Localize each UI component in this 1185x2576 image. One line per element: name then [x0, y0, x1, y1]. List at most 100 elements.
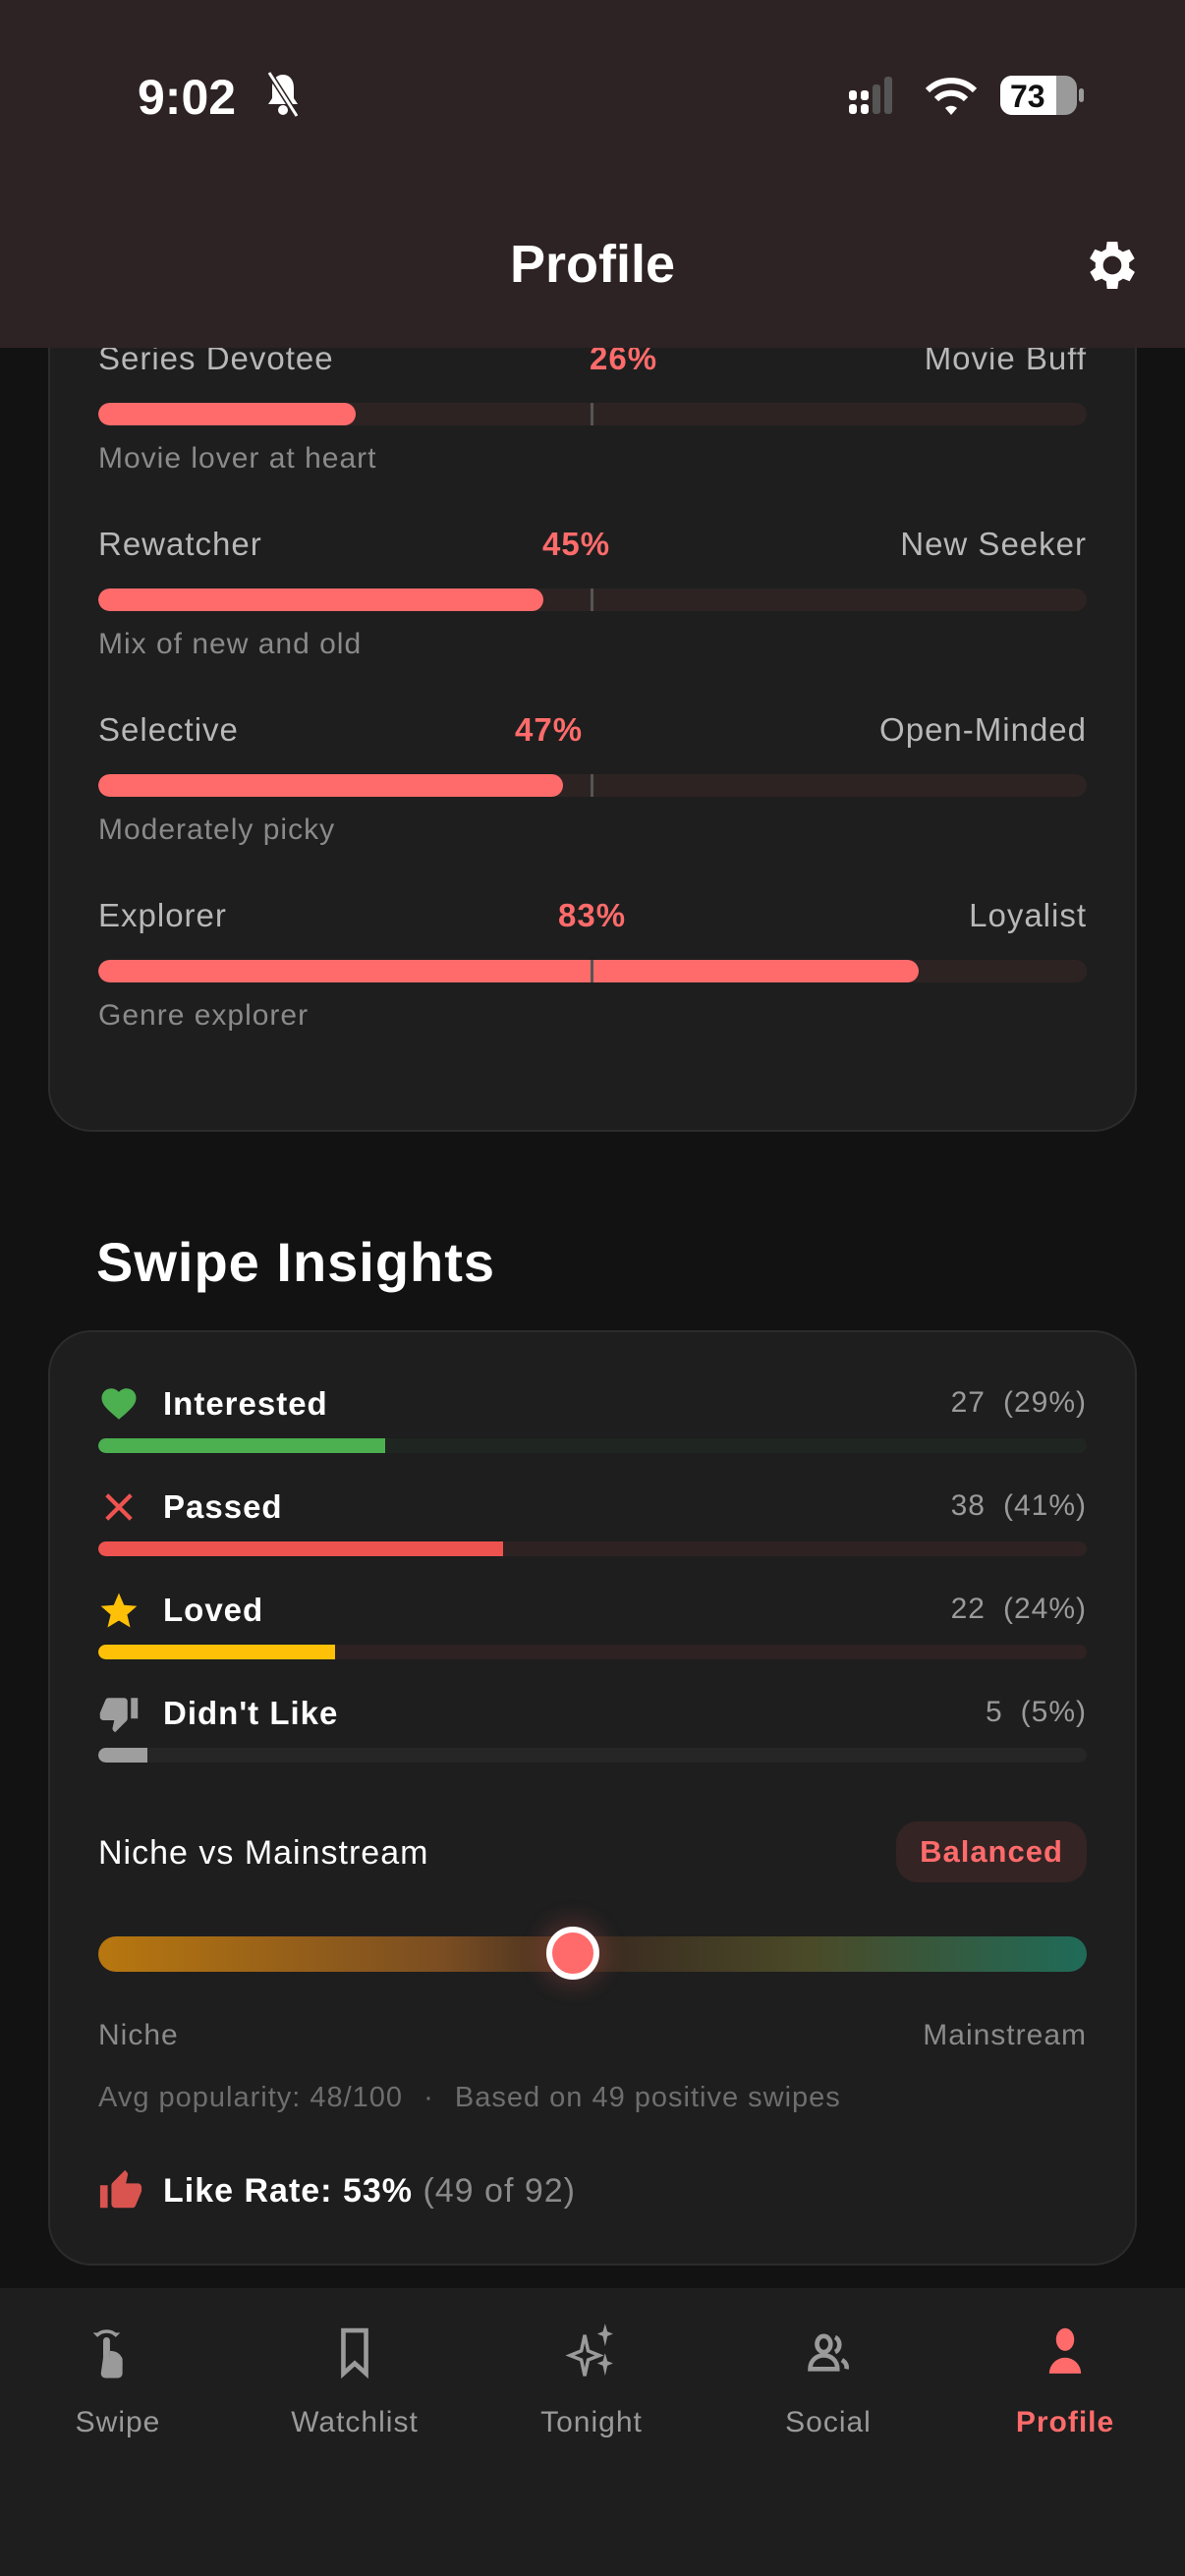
trait-description: Genre explorer — [98, 999, 310, 1032]
trait-bar-midpoint — [591, 403, 593, 425]
swipe-bar-track — [98, 1438, 1087, 1453]
swipe-count: 22 — [950, 1593, 986, 1625]
trait-bar-track — [98, 403, 1087, 425]
trait-bar-midpoint — [591, 588, 593, 611]
people-icon — [799, 2318, 858, 2386]
swipe-count: 5 — [985, 1696, 1003, 1728]
swipe-row: Didn't Like 5 (5%) — [98, 1693, 1087, 1771]
swipe-bar-track — [98, 1541, 1087, 1556]
swipe-bar-track — [98, 1748, 1087, 1763]
niche-mainstream-marker — [545, 1927, 599, 1980]
thumbs-up-icon — [99, 2169, 142, 2209]
swipe-bar-fill — [98, 1645, 336, 1659]
trait-bar-fill — [98, 774, 563, 797]
swipe-value: 22 (24%) — [951, 1593, 1087, 1626]
trait-left-label: Rewatcher — [98, 526, 262, 562]
swipe-label: Passed — [163, 1488, 283, 1525]
swipe-value: 38 (41%) — [951, 1489, 1087, 1523]
swipe-percent: (41%) — [1002, 1489, 1087, 1522]
swipe-row: Loved 22 (24%) — [98, 1590, 1087, 1668]
trait-row: Rewatcher 45% New Seeker Mix of new and old — [98, 526, 1087, 663]
like-rate-value: Like Rate: 53% — [163, 2172, 413, 2210]
niche-label: Niche — [98, 2019, 179, 2051]
trait-right-label: Loyalist — [969, 897, 1087, 933]
nav-label: Tonight — [540, 2406, 643, 2438]
status-time: 9:02 — [138, 70, 237, 125]
like-rate-detail: (49 of 92) — [423, 2172, 576, 2210]
niche-details: Avg popularity: 48/100 · Based on 49 pos… — [98, 2082, 841, 2114]
trait-left-label: Selective — [98, 711, 239, 748]
trait-left-label: Explorer — [98, 897, 227, 933]
trait-description: Moderately picky — [98, 813, 336, 846]
trait-bar-track — [98, 588, 1087, 611]
trait-bar-track — [98, 774, 1087, 797]
silent-bell-icon — [266, 71, 300, 118]
swipe-bar-fill — [98, 1438, 385, 1453]
nav-label: Profile — [1015, 2406, 1115, 2438]
trait-percent: 45% — [542, 526, 611, 562]
thumbs-down-icon — [98, 1693, 140, 1739]
swipe-count: 27 — [950, 1386, 986, 1419]
bottom-navigation: Swipe Watchlist Tonight Social Profile — [0, 2288, 1185, 2576]
trait-bar-fill — [98, 588, 543, 611]
swipe-row: Passed 38 (41%) — [98, 1486, 1087, 1565]
swipe-insights-title: Swipe Insights — [96, 1231, 496, 1293]
person-icon — [1036, 2318, 1095, 2386]
signal-icon — [849, 77, 892, 114]
like-rate: Like Rate: 53% (49 of 92) — [163, 2172, 576, 2211]
trait-bar-fill — [98, 403, 356, 425]
trait-bar-fill — [98, 960, 919, 982]
nav-label: Swipe — [75, 2406, 161, 2438]
trait-percent: 47% — [515, 711, 584, 748]
heart-icon — [98, 1383, 140, 1429]
nav-item-profile[interactable]: Profile — [967, 2288, 1163, 2465]
page-title: Profile — [509, 235, 676, 294]
trait-row: Series Devotee 26% Movie Buff Movie lover a… — [98, 340, 1087, 477]
trait-bar-track — [98, 960, 1087, 982]
trait-row: Explorer 83% Loyalist Genre explorer — [98, 897, 1087, 1035]
separator-dot: · — [423, 2082, 434, 2113]
battery-level: 73 — [1010, 79, 1045, 114]
swipe-percent: (29%) — [1002, 1386, 1087, 1419]
trait-description: Movie lover at heart — [98, 442, 377, 475]
swipe-bar-fill — [98, 1748, 148, 1763]
trait-percent: 83% — [558, 897, 627, 933]
niche-title: Niche vs Mainstream — [98, 1834, 429, 1872]
battery-indicator: 73 — [1000, 76, 1077, 115]
wifi-icon — [925, 78, 978, 115]
trait-bar-midpoint — [591, 774, 593, 797]
swipe-label: Interested — [163, 1385, 328, 1422]
battery-tip — [1079, 88, 1084, 102]
trait-row: Selective 47% Open-Minded Moderately picky — [98, 711, 1087, 849]
swipe-percent: (24%) — [1002, 1593, 1087, 1625]
bookmark-icon — [325, 2318, 384, 2386]
swipe-count: 38 — [950, 1489, 986, 1522]
nav-item-watchlist[interactable]: Watchlist — [256, 2288, 453, 2465]
niche-badge: Balanced — [896, 1821, 1087, 1882]
star-icon — [98, 1590, 140, 1636]
sparkles-icon — [562, 2318, 621, 2386]
settings-gear-icon[interactable] — [1081, 234, 1144, 297]
swipe-value: 27 (29%) — [951, 1386, 1087, 1420]
swipe-value: 5 (5%) — [986, 1696, 1087, 1729]
trait-bar-midpoint — [591, 960, 593, 982]
x-icon — [98, 1486, 140, 1533]
swipe-bar-fill — [98, 1541, 504, 1556]
swipe-label: Loved — [163, 1592, 264, 1628]
mainstream-label: Mainstream — [923, 2019, 1087, 2051]
trait-right-label: New Seeker — [900, 526, 1087, 562]
swipe-insights-card — [48, 1330, 1137, 2266]
nav-item-social[interactable]: Social — [730, 2288, 927, 2465]
nav-label: Social — [785, 2406, 872, 2438]
swipe-percent: (5%) — [1020, 1696, 1087, 1728]
swipe-label: Didn't Like — [163, 1695, 339, 1731]
swipe-row: Interested 27 (29%) — [98, 1383, 1087, 1462]
nav-label: Watchlist — [291, 2406, 419, 2438]
avg-popularity: Avg popularity: 48/100 — [98, 2082, 404, 2113]
trait-right-label: Open-Minded — [879, 711, 1087, 748]
nav-item-tonight[interactable]: Tonight — [493, 2288, 690, 2465]
app-header: 9:02 73 Profile — [0, 0, 1185, 348]
trait-description: Mix of new and old — [98, 628, 363, 660]
swipe-gesture-icon — [88, 2318, 147, 2386]
nav-item-swipe[interactable]: Swipe — [20, 2288, 216, 2465]
